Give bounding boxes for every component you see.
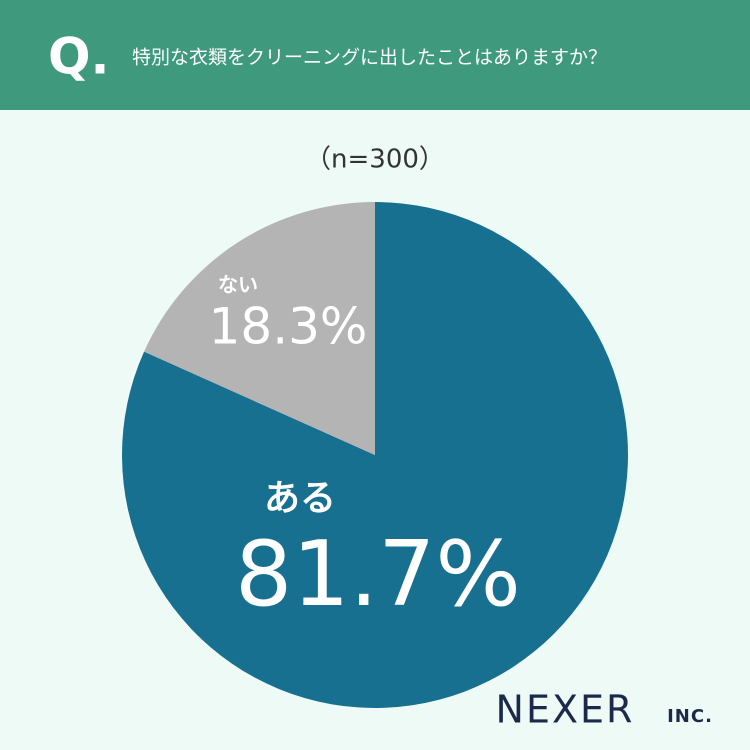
slice-value-label: 81.7% <box>235 522 521 627</box>
slice-value-label: 18.3% <box>209 298 368 356</box>
brand: NEXER <box>496 688 635 732</box>
header <box>0 0 750 110</box>
brand-suffix: INC. <box>667 706 713 727</box>
pie-slice <box>144 202 375 455</box>
subtitle: （n=300） <box>305 145 445 175</box>
badge: Q. <box>48 28 110 86</box>
slice-category-label: ない <box>218 273 258 297</box>
slice-category-label: ある <box>264 478 336 519</box>
chart-title: 特別な衣類をクリーニングに出したことはありますか？ <box>132 47 607 69</box>
